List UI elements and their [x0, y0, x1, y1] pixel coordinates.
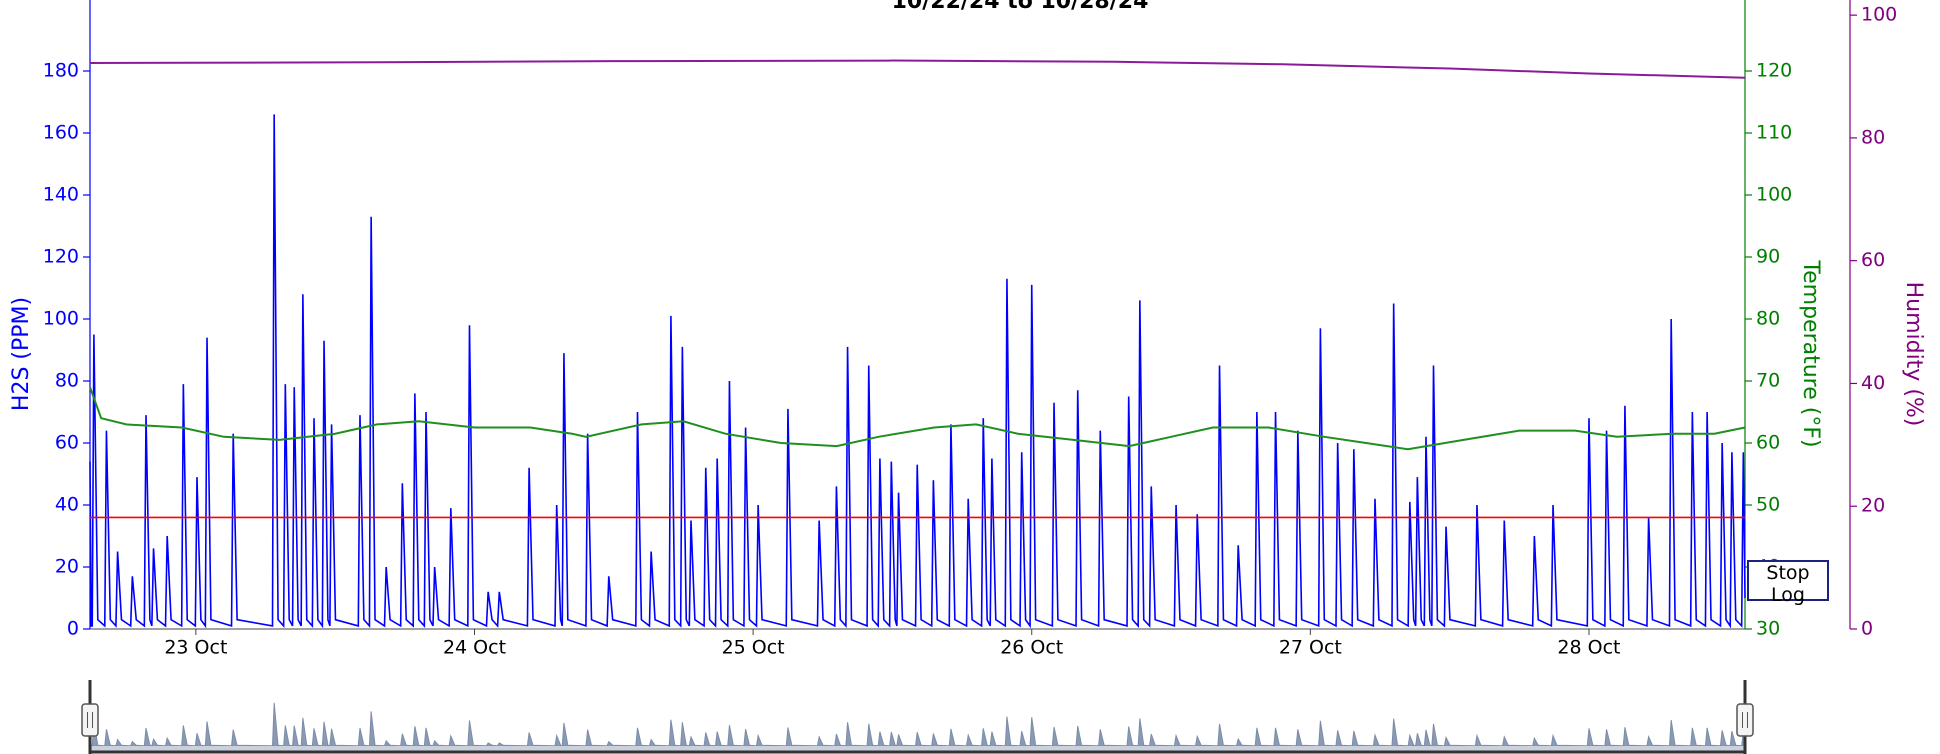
axis-title: H2S (PPM) [9, 297, 34, 411]
x-tick-label: 27 Oct [1279, 637, 1342, 659]
y-tick-label: 0 [67, 618, 79, 640]
y-tick-label: 20 [1861, 495, 1885, 517]
y-tick-label: 70 [1756, 370, 1780, 392]
y-tick-label: 30 [1756, 618, 1780, 640]
y-tick-label: 50 [1756, 494, 1780, 516]
series-line [89, 59, 1746, 79]
y-tick-label: 80 [55, 370, 79, 392]
y-tick-label: 60 [1756, 432, 1780, 454]
y-tick-label: 80 [1861, 126, 1885, 148]
x-tick-label: 26 Oct [1000, 637, 1063, 659]
y-tick-label: 0 [1861, 618, 1873, 640]
y-tick-label: 100 [43, 308, 79, 330]
chart-title: 10/22/24 to 10/28/24 [892, 0, 1149, 14]
series-line [89, 114, 1746, 629]
y-tick-label: 100 [1861, 4, 1897, 26]
series-line [89, 386, 1746, 451]
y-tick-label: 160 [43, 122, 79, 144]
y-tick-label: 110 [1756, 122, 1792, 144]
x-tick-label: 24 Oct [443, 637, 506, 659]
axis-title: Temperature (°F) [1798, 259, 1823, 447]
y-tick-label: 60 [55, 432, 79, 454]
range-slider-floor [90, 746, 1745, 751]
x-tick-label: 28 Oct [1557, 637, 1620, 659]
range-slider-handle[interactable] [1736, 703, 1754, 737]
y-tick-label: 140 [43, 184, 79, 206]
y-tick-label: 20 [55, 556, 79, 578]
y-tick-label: 180 [43, 60, 79, 82]
x-tick-label: 25 Oct [722, 637, 785, 659]
axis-title: Humidity (%) [1901, 282, 1926, 427]
y-tick-label: 120 [43, 246, 79, 268]
x-tick-label: 23 Oct [164, 637, 227, 659]
range-slider-handle[interactable] [81, 703, 99, 737]
stop-log-button[interactable]: Stop Log [1747, 560, 1829, 606]
range-slider-area [89, 702, 1746, 747]
y-tick-label: 100 [1756, 184, 1792, 206]
y-tick-label: 80 [1756, 308, 1780, 330]
y-tick-label: 40 [1861, 372, 1885, 394]
y-tick-label: 60 [1861, 249, 1885, 271]
y-tick-label: 90 [1756, 246, 1780, 268]
y-tick-label: 120 [1756, 60, 1792, 82]
y-tick-label: 40 [55, 494, 79, 516]
